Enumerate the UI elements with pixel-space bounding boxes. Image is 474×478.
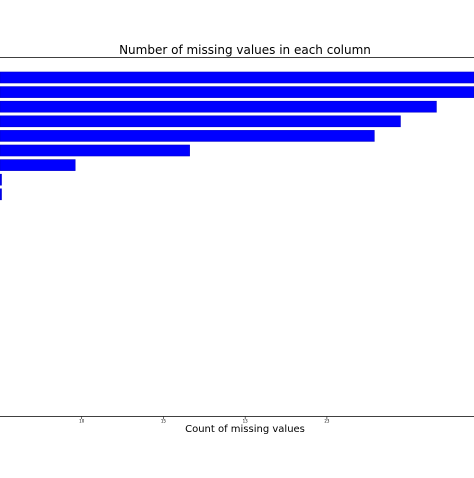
bar-3 <box>0 115 401 128</box>
bar-0 <box>0 71 474 84</box>
x-tick-label-0: 10 <box>79 419 85 424</box>
x-axis-ticks: 10 15 13 23 <box>79 416 330 424</box>
x-axis-label: Count of missing values <box>185 424 305 435</box>
bars <box>0 71 474 201</box>
x-tick-label-1: 15 <box>161 419 167 424</box>
bar-5 <box>0 144 190 157</box>
chart-title: Number of missing values in each column <box>119 43 371 57</box>
bar-4 <box>0 130 375 142</box>
bar-7 <box>0 173 2 186</box>
bar-1 <box>0 86 474 98</box>
x-tick-label-3: 23 <box>324 419 330 424</box>
bar-8 <box>0 188 2 201</box>
bar-6 <box>0 159 76 171</box>
bar-2 <box>0 100 437 113</box>
x-tick-label-2: 13 <box>243 419 249 424</box>
